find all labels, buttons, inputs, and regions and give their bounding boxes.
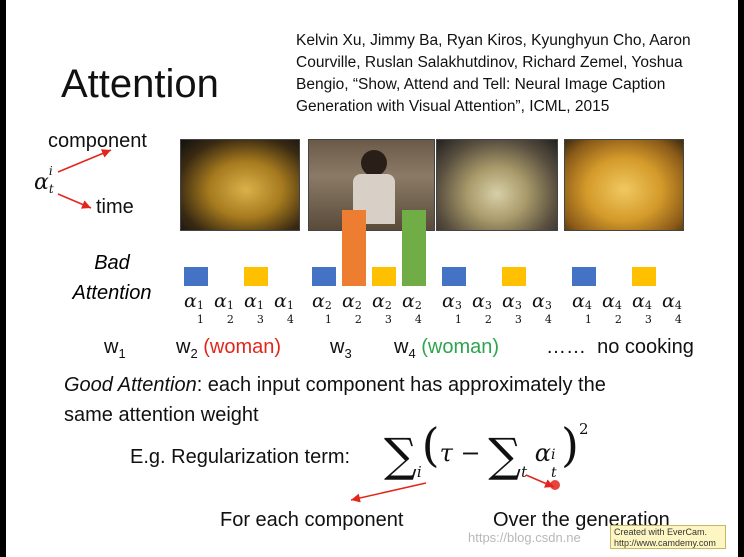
- attention-bar-α31: [442, 267, 466, 286]
- component-label: component: [48, 130, 147, 152]
- good-attention-line2: same attention weight: [64, 404, 259, 426]
- time-label: time: [96, 196, 134, 218]
- good-attention-label: Good Attention: [64, 374, 197, 396]
- citation-line: Generation with Visual Attention”, ICML,…: [296, 98, 610, 115]
- attention-bar-α33: [502, 267, 526, 286]
- slide-title: Attention: [61, 62, 219, 106]
- video-frame-pan: [180, 139, 300, 231]
- word-w4-note: (woman): [421, 336, 500, 358]
- word-no-cooking: …… no cooking: [546, 336, 694, 358]
- word-w1: w1: [104, 336, 126, 361]
- for-each-component: For each component: [220, 509, 404, 531]
- word-w2: w2 (woman): [176, 336, 282, 361]
- attention-bar-α21: [312, 267, 336, 286]
- citation-line: Courville, Ruslan Salakhutdinov, Richard…: [296, 54, 683, 71]
- csdn-watermark: https://blog.csdn.ne: [468, 530, 581, 545]
- attention-bar-α41: [572, 267, 596, 286]
- word-w4: w4 (woman): [394, 336, 500, 361]
- attention-bar-α23: [372, 267, 396, 286]
- citation: Kelvin Xu, Jimmy Ba, Ryan Kiros, Kyunghy…: [296, 30, 691, 118]
- evercam-badge: Created with EverCam. http://www.camdemy…: [610, 525, 726, 549]
- video-frame-fried: [564, 139, 684, 231]
- attention-bar-α24: [402, 210, 426, 286]
- bad-attention-label: Bad Attention: [72, 252, 152, 304]
- notation-arrows: [57, 149, 112, 209]
- good-attention-line1: Good Attention: each input component has…: [64, 374, 606, 396]
- formula-arrows: [350, 474, 560, 503]
- attention-bar-α11: [184, 267, 208, 286]
- slide: Attention Kelvin Xu, Jimmy Ba, Ryan Kiro…: [6, 0, 738, 557]
- attention-bar-α22: [342, 210, 366, 286]
- regularization-formula: ∑i(τ − ∑t α i t)2: [384, 418, 589, 482]
- woman-figure: [361, 150, 387, 176]
- regularization-label: E.g. Regularization term:: [130, 446, 351, 468]
- video-frame-hands: [436, 139, 558, 231]
- attention-bar-α43: [632, 267, 656, 286]
- word-w3: w3: [330, 336, 352, 361]
- attention-bar-α13: [244, 267, 268, 286]
- citation-line: Kelvin Xu, Jimmy Ba, Ryan Kiros, Kyunghy…: [296, 32, 691, 49]
- word-w2-note: (woman): [203, 336, 282, 358]
- citation-line: Bengio, “Show, Attend and Tell: Neural I…: [296, 76, 666, 93]
